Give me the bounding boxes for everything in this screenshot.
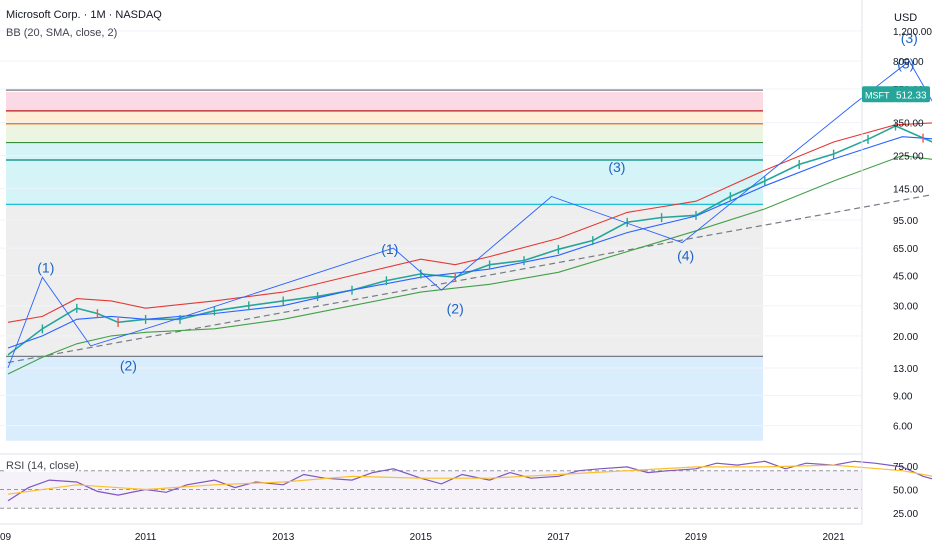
price-tick-label: 30.00 [893, 302, 918, 313]
wave-label: (3) [901, 30, 918, 46]
wave-label: (2) [120, 357, 137, 373]
fib-zone-4 [6, 160, 763, 205]
fib-zone-6 [6, 356, 763, 441]
price-tag [894, 86, 930, 103]
time-tick-label: 2011 [135, 532, 157, 543]
bb_lower-line [7, 155, 932, 375]
wave-label: (1) [37, 259, 54, 275]
symbol-tag-label: MSFT [865, 90, 890, 100]
price-tick-label: 45.00 [893, 271, 918, 282]
fib-levels [6, 89, 763, 357]
price-tick-label: 65.00 [893, 244, 918, 255]
symbol-tag [862, 86, 896, 103]
price-tag-label: 512.33 [896, 90, 927, 101]
price-tick-label: 800.00 [893, 57, 924, 68]
wave-label: (4) [677, 248, 694, 264]
bb_upper-line [7, 122, 932, 323]
last-price-tag: MSFT 512.33 [862, 86, 930, 103]
wave-path [7, 60, 932, 369]
currency-label[interactable]: USD [894, 12, 918, 24]
rsi-tick-label: 50.00 [893, 486, 918, 497]
fib-zone-0 [6, 92, 763, 111]
wave-label: (5) [897, 55, 914, 71]
rsi-tick-label: 25.00 [893, 509, 918, 520]
rsi_ma-line [7, 464, 932, 495]
time-axis[interactable]: 0920112013201520172019202120232025202720… [0, 532, 932, 543]
wave-annotations: (1)(2)(1)(2)(3)(4)(5)(3)(4)(1)(2)(3)(4)(… [7, 30, 932, 373]
fib-zone-3 [6, 142, 763, 161]
fib-zone-2 [6, 123, 763, 143]
wave-label: (2) [447, 301, 464, 317]
rsi-pane[interactable] [0, 460, 932, 509]
price-tick-label: 6.00 [893, 422, 913, 433]
price-tick-label: 20.00 [893, 332, 918, 343]
time-tick-label: 2013 [272, 532, 295, 543]
fib-zone-1 [6, 110, 763, 124]
fib-zones [6, 92, 763, 441]
chart-title[interactable]: Microsoft Corp. · 1M · NASDAQ [6, 9, 162, 21]
price-tick-label: 9.00 [893, 391, 913, 402]
price-tick-label: 13.00 [893, 364, 918, 375]
rsi-tick-label: 75.00 [893, 462, 918, 473]
price-tick-label: 145.00 [893, 184, 924, 195]
time-tick-label: 2015 [410, 532, 433, 543]
wave-label: (3) [608, 159, 625, 175]
price-tick-label: 1,200.00 [893, 27, 932, 38]
rsi-line [7, 460, 932, 502]
price-tick-label: 95.00 [893, 216, 918, 227]
time-tick-label: 2017 [547, 532, 570, 543]
time-tick-label: 2019 [685, 532, 708, 543]
price-tick-label: 225.00 [893, 152, 924, 163]
price-series [7, 121, 932, 375]
bollinger-legend[interactable]: BB (20, SMA, close, 2) [6, 27, 118, 39]
time-tick-label: 09 [0, 532, 12, 543]
rsi-legend[interactable]: RSI (14, close) [6, 460, 79, 472]
price-tick-label: 350.00 [893, 119, 924, 130]
wave-label: (1) [381, 241, 398, 257]
time-tick-label: 2021 [822, 532, 845, 543]
